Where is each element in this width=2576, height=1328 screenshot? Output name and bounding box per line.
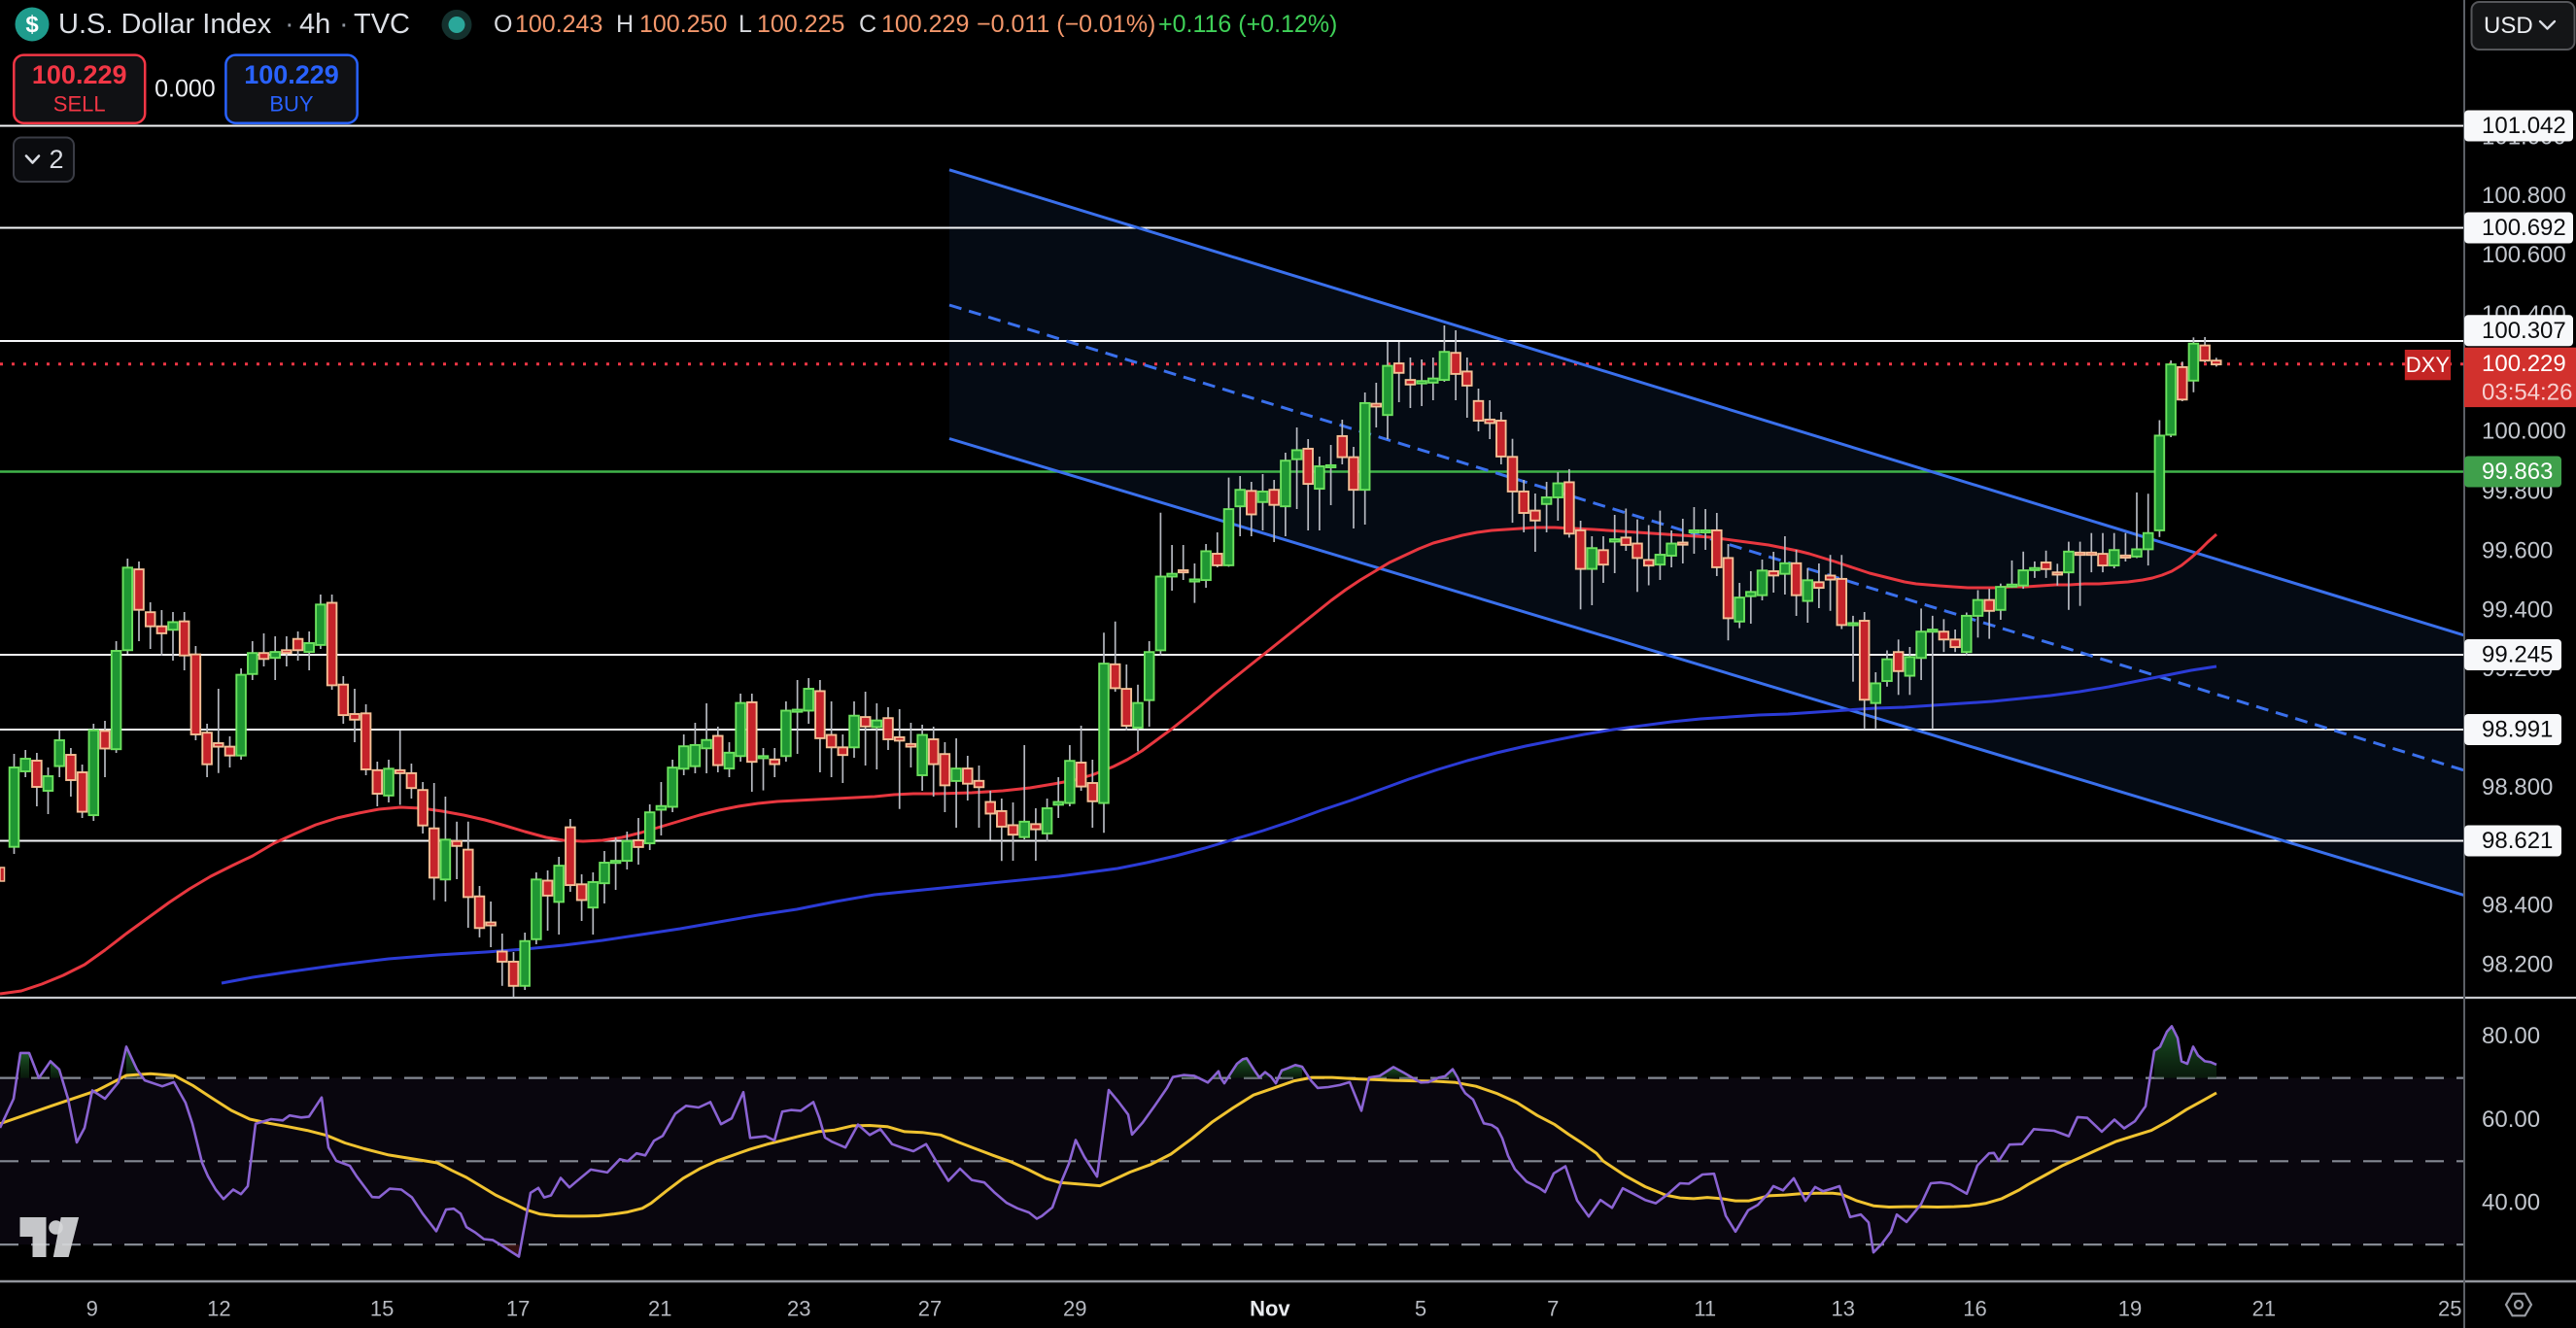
svg-text:7: 7 bbox=[1547, 1297, 1559, 1321]
svg-text:15: 15 bbox=[370, 1297, 394, 1321]
svg-text:TVC: TVC bbox=[354, 9, 410, 40]
svg-text:99.863: 99.863 bbox=[2482, 459, 2553, 485]
svg-text:19: 19 bbox=[2118, 1297, 2142, 1321]
svg-text:27: 27 bbox=[918, 1297, 942, 1321]
svg-text:100.800: 100.800 bbox=[2482, 183, 2566, 209]
svg-text:O: O bbox=[494, 11, 512, 38]
svg-text:−0.011 (−0.01%): −0.011 (−0.01%) bbox=[977, 11, 1155, 38]
svg-text:99.245: 99.245 bbox=[2482, 642, 2553, 668]
svg-text:L: L bbox=[738, 11, 752, 38]
svg-text:100.229: 100.229 bbox=[244, 60, 339, 89]
svg-text:25: 25 bbox=[2438, 1297, 2461, 1321]
svg-text:100.000: 100.000 bbox=[2482, 419, 2566, 445]
svg-text:40.00: 40.00 bbox=[2482, 1190, 2540, 1216]
svg-text:·: · bbox=[285, 9, 294, 40]
svg-text:100.229: 100.229 bbox=[2482, 351, 2566, 377]
svg-text:16: 16 bbox=[1963, 1297, 1986, 1321]
svg-text:Nov: Nov bbox=[1250, 1297, 1290, 1321]
svg-text:BUY: BUY bbox=[269, 92, 314, 117]
svg-text:60.00: 60.00 bbox=[2482, 1107, 2540, 1133]
svg-text:100.243: 100.243 bbox=[515, 11, 602, 38]
svg-text:4h: 4h bbox=[299, 9, 330, 40]
svg-text:29: 29 bbox=[1063, 1297, 1086, 1321]
svg-text:$: $ bbox=[25, 12, 39, 38]
svg-text:DXY: DXY bbox=[2406, 353, 2451, 377]
svg-text:9: 9 bbox=[86, 1297, 98, 1321]
svg-text:·: · bbox=[339, 9, 349, 40]
svg-text:SELL: SELL bbox=[53, 92, 106, 117]
svg-text:C: C bbox=[859, 11, 876, 38]
svg-text:H: H bbox=[616, 11, 634, 38]
svg-text:23: 23 bbox=[787, 1297, 810, 1321]
svg-text:98.991: 98.991 bbox=[2482, 717, 2553, 743]
svg-text:98.400: 98.400 bbox=[2482, 893, 2553, 919]
svg-text:2: 2 bbox=[49, 145, 63, 174]
svg-text:17: 17 bbox=[506, 1297, 530, 1321]
svg-text:98.800: 98.800 bbox=[2482, 774, 2553, 800]
svg-text:80.00: 80.00 bbox=[2482, 1023, 2540, 1049]
svg-text:21: 21 bbox=[648, 1297, 671, 1321]
svg-text:12: 12 bbox=[207, 1297, 230, 1321]
svg-text:+0.116 (+0.12%): +0.116 (+0.12%) bbox=[1158, 11, 1337, 38]
svg-text:100.229: 100.229 bbox=[32, 60, 127, 89]
svg-text:5: 5 bbox=[1415, 1297, 1426, 1321]
svg-text:100.600: 100.600 bbox=[2482, 242, 2566, 268]
svg-text:03:54:26: 03:54:26 bbox=[2482, 379, 2572, 405]
svg-text:98.200: 98.200 bbox=[2482, 952, 2553, 978]
svg-text:100.307: 100.307 bbox=[2482, 318, 2566, 344]
svg-text:100.692: 100.692 bbox=[2482, 215, 2566, 241]
svg-text:100.229: 100.229 bbox=[881, 11, 969, 38]
svg-text:100.225: 100.225 bbox=[757, 11, 844, 38]
svg-text:U.S. Dollar Index: U.S. Dollar Index bbox=[58, 9, 272, 40]
svg-text:21: 21 bbox=[2252, 1297, 2276, 1321]
svg-text:0.000: 0.000 bbox=[155, 76, 216, 103]
svg-text:13: 13 bbox=[1831, 1297, 1854, 1321]
svg-text:98.621: 98.621 bbox=[2482, 828, 2553, 854]
svg-text:11: 11 bbox=[1694, 1297, 1716, 1321]
svg-text:USD: USD bbox=[2484, 13, 2533, 39]
svg-text:99.600: 99.600 bbox=[2482, 537, 2553, 563]
svg-text:100.250: 100.250 bbox=[639, 11, 727, 38]
svg-text:99.400: 99.400 bbox=[2482, 596, 2553, 623]
svg-text:101.042: 101.042 bbox=[2482, 113, 2566, 139]
